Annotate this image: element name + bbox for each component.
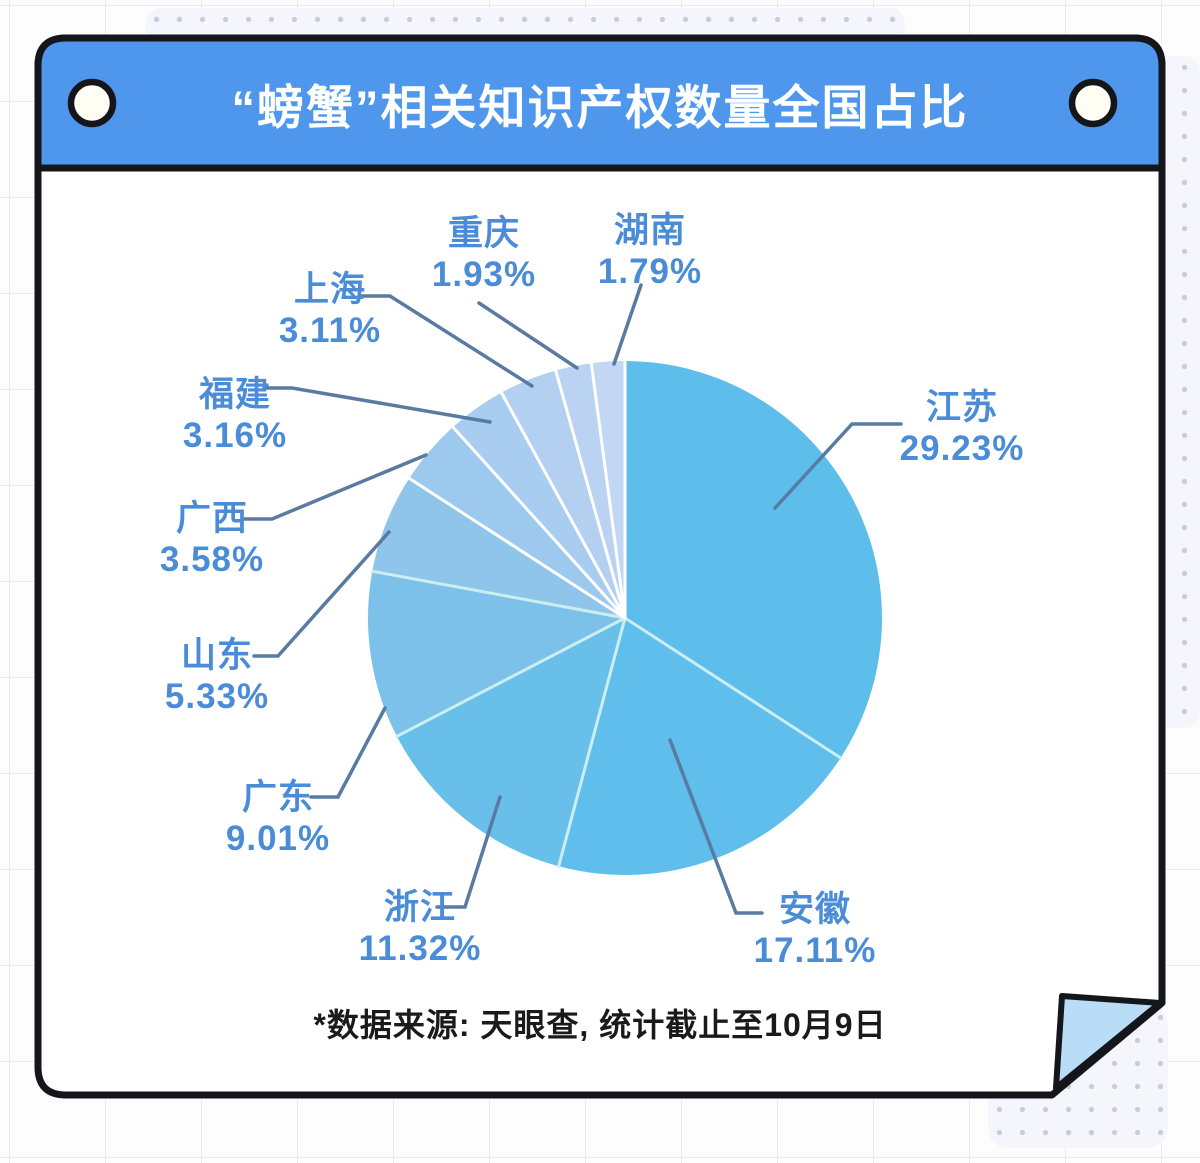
pie-label-江苏: 江苏 29.23% — [899, 388, 1025, 468]
leader-line-山东 — [252, 530, 391, 658]
pie-slice-浙江 — [396, 618, 625, 867]
pie-slice-广东 — [368, 571, 625, 737]
pie-label-广西: 广西 3.58% — [159, 499, 265, 579]
pie-label-湖南: 湖南 1.79% — [597, 211, 703, 291]
leader-line-重庆 — [477, 301, 579, 370]
callout-leader-lines — [242, 283, 903, 915]
leader-line-安徽 — [668, 738, 764, 915]
pie-label-浙江: 浙江 11.32% — [358, 888, 482, 968]
leader-line-湖南 — [612, 283, 643, 366]
binder-ring-right-icon — [1068, 78, 1118, 128]
pie-label-广东: 广东 9.01% — [225, 778, 331, 858]
pie-slice-山东 — [372, 478, 625, 618]
leader-line-广东 — [309, 706, 387, 799]
pie-slice-福建 — [452, 392, 625, 618]
binder-ring-left-icon — [67, 78, 117, 128]
leader-line-广西 — [242, 453, 428, 521]
pie-slice-dividers — [370, 359, 843, 868]
pie-label-山东: 山东 5.33% — [164, 636, 270, 716]
chart-title: “螃蟹”相关知识产权数量全国占比 — [231, 80, 969, 134]
pie-label-安徽: 安徽 17.11% — [753, 890, 877, 970]
pie-slice-上海 — [501, 370, 625, 618]
pie-label-上海: 上海 3.11% — [278, 270, 382, 350]
header-bar — [34, 34, 1166, 172]
pie-label-重庆: 重庆 1.93% — [431, 214, 537, 294]
leader-line-上海 — [360, 294, 534, 388]
leader-line-江苏 — [773, 422, 903, 510]
pie-label-福建: 福建 3.16% — [182, 375, 288, 455]
data-source-note: *数据来源: 天眼查, 统计截止至10月9日 — [313, 1007, 887, 1043]
leader-line-福建 — [262, 386, 492, 424]
folded-corner-icon — [1053, 993, 1163, 1091]
pie-slice-广西 — [409, 427, 625, 618]
leader-line-浙江 — [435, 795, 502, 909]
pie-slice-安徽 — [558, 618, 841, 875]
